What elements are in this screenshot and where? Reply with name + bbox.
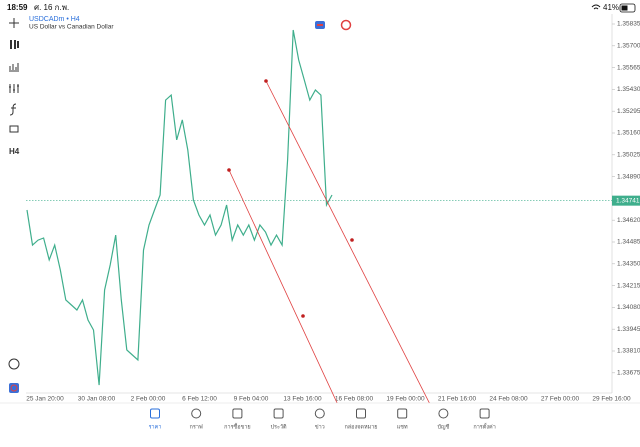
settings-tool[interactable] — [9, 84, 19, 93]
x-tick-label: 16 Feb 08:00 — [335, 396, 374, 403]
x-tick-label: 27 Feb 00:00 — [541, 396, 580, 403]
tab-icon — [438, 408, 449, 419]
y-tick-label: 1.35295 — [617, 108, 640, 115]
tab-icon — [479, 408, 490, 419]
symbol-subtitle: US Dollar vs Canadian Dollar — [29, 24, 114, 31]
trendline[interactable] — [265, 80, 439, 421]
y-tick-label: 1.35565 — [617, 64, 640, 71]
y-tick-label: 1.34350 — [617, 261, 640, 268]
trendline-handle[interactable] — [350, 238, 354, 242]
x-tick-label: 2 Feb 00:00 — [131, 396, 166, 403]
trade-button[interactable] — [9, 383, 19, 393]
tabs: ราคา กราฟ การซื้อขาย ประวัติ ข่าว กล่องจดหมาย… — [149, 408, 496, 430]
tab[interactable]: การซื้อขาย — [224, 408, 251, 430]
tab-icon — [191, 408, 202, 419]
tab[interactable]: ราคา — [149, 408, 162, 430]
x-tick-label: 24 Feb 08:00 — [489, 396, 528, 403]
tab[interactable]: กราฟ — [190, 408, 203, 430]
indicator-tool[interactable] — [9, 63, 19, 72]
y-tick-label: 1.35160 — [617, 130, 640, 137]
x-tick-label: 30 Jan 08:00 — [78, 396, 116, 403]
x-tick-label: 25 Jan 20:00 — [26, 396, 64, 403]
tab-icon — [232, 408, 243, 419]
tab-label: กราฟ — [190, 423, 203, 430]
tab[interactable]: แชท — [397, 408, 408, 430]
tab[interactable]: บัญชี — [437, 408, 450, 430]
sell-mark — [317, 24, 323, 26]
tab-label: การซื้อขาย — [224, 422, 250, 430]
status-date: ศ. 16 ก.พ. — [34, 3, 69, 12]
tab-label: แชท — [397, 423, 408, 430]
buy-button[interactable] — [340, 19, 352, 31]
wifi-icon — [591, 4, 601, 10]
x-tick-label: 19 Feb 00:00 — [386, 396, 425, 403]
symbol-title[interactable]: USDCADm • H4 — [29, 16, 80, 23]
tab-label: ประวัติ — [271, 423, 287, 430]
trendline[interactable] — [228, 169, 346, 421]
trendline-handle[interactable] — [264, 79, 268, 83]
y-tick-label: 1.33945 — [617, 326, 640, 333]
y-tick-label: 1.34215 — [617, 282, 640, 289]
chart-type-tool[interactable] — [10, 40, 19, 49]
overview-tool[interactable] — [8, 358, 20, 370]
plot-area: 1.35835 1.35700 1.35565 1.35430 1.35295 1.351… — [26, 21, 640, 403]
y-tick-label: 1.35025 — [617, 152, 640, 159]
current-price-label: 1.34741 — [616, 197, 640, 204]
y-tick-label: 1.34485 — [617, 239, 640, 246]
y-tick-label: 1.35700 — [617, 43, 640, 50]
tab-icon — [356, 408, 366, 419]
x-tick-label: 13 Feb 16:00 — [283, 396, 322, 403]
tab-label: กล่องจดหมาย — [344, 424, 377, 430]
status-time: 18:59 — [7, 3, 28, 12]
trade-mark — [10, 384, 18, 392]
tab-label: ราคา — [149, 424, 162, 430]
x-tick-label: 6 Feb 12:00 — [182, 396, 217, 403]
tab-icon — [314, 408, 325, 419]
y-tick-label: 1.34080 — [617, 304, 640, 311]
timeframe-button[interactable]: H4 — [9, 147, 20, 156]
x-tick-label: 29 Feb 16:00 — [592, 396, 631, 403]
objects-tool[interactable] — [9, 125, 19, 133]
tab[interactable]: ประวัติ — [271, 408, 287, 430]
y-tick-label: 1.34620 — [617, 217, 640, 224]
y-tick-label: 1.35835 — [617, 21, 640, 28]
trendline-handle[interactable] — [227, 168, 231, 172]
status-battery: 41% — [603, 3, 619, 12]
tab-icon — [273, 408, 284, 419]
tab-icon — [150, 408, 160, 419]
tab-label: การตั้งค่า — [473, 422, 495, 430]
tab[interactable]: ข่าว — [314, 408, 325, 430]
price-line — [26, 29, 333, 386]
y-tick-label: 1.33810 — [617, 348, 640, 355]
tab-bar — [0, 403, 640, 447]
y-tick-label: 1.34890 — [617, 173, 640, 180]
crosshair-tool[interactable] — [9, 18, 19, 28]
tab[interactable]: กล่องจดหมาย — [344, 408, 378, 430]
y-tick-label: 1.33675 — [617, 370, 640, 377]
tab-label: ข่าว — [315, 424, 325, 430]
left-toolbar — [8, 18, 20, 370]
battery-icon — [619, 3, 636, 13]
tab-icon — [397, 408, 408, 419]
x-tick-label: 9 Feb 04:00 — [234, 396, 269, 403]
battery-level — [621, 5, 628, 11]
trendline-handle[interactable] — [301, 314, 305, 318]
x-tick-label: 21 Feb 16:00 — [438, 396, 477, 403]
function-tool[interactable] — [9, 103, 17, 116]
y-tick-label: 1.35430 — [617, 86, 640, 93]
tab-label: บัญชี — [437, 423, 449, 430]
tab[interactable]: การตั้งค่า — [473, 408, 496, 430]
current-price-box — [612, 195, 640, 206]
